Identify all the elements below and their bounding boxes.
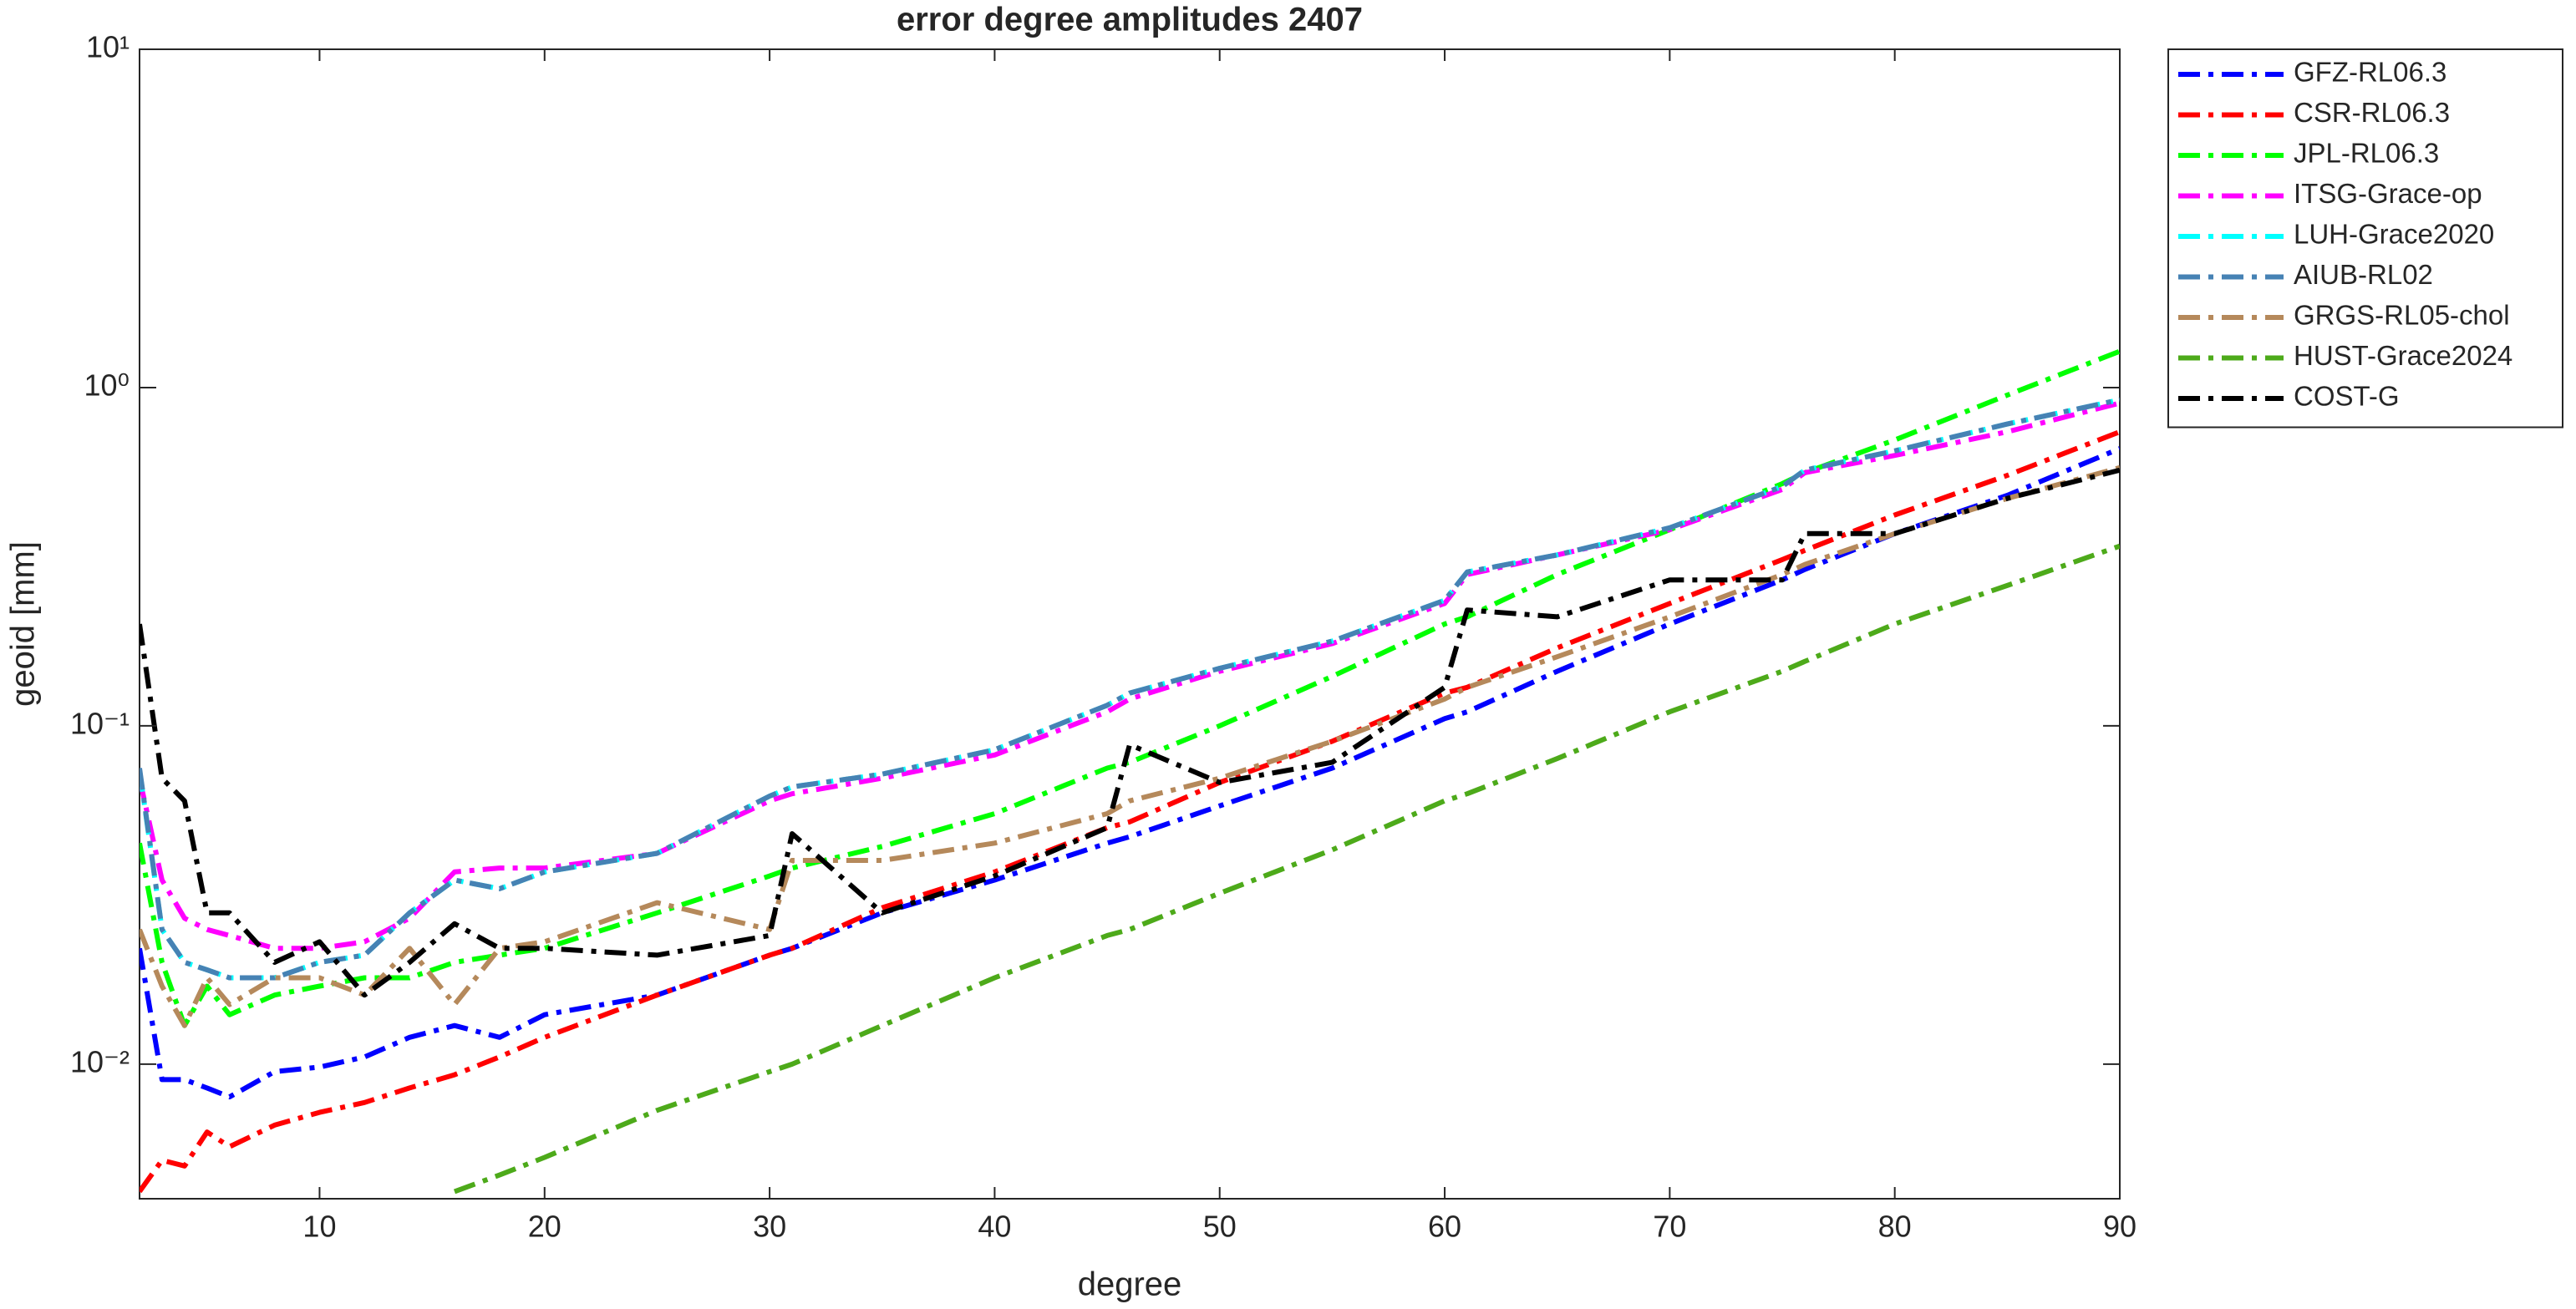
legend-label: AIUB-RL02 [2294,259,2433,290]
y-tick-label: 10⁻¹ [70,706,130,740]
legend-label: GFZ-RL06.3 [2294,57,2446,88]
x-tick-label: 60 [1428,1210,1461,1244]
y-tick-label: 10⁻² [70,1044,130,1078]
chart-title: error degree amplitudes 2407 [897,2,1363,38]
x-tick-label: 30 [753,1210,786,1244]
y-tick-label: 10¹ [86,30,130,64]
x-tick-label: 20 [528,1210,561,1244]
legend-label: JPL-RL06.3 [2294,138,2439,169]
x-tick-label: 70 [1653,1210,1686,1244]
x-tick-label: 80 [1878,1210,1912,1244]
x-tick-label: 40 [978,1210,1011,1244]
legend-label: ITSG-Grace-op [2294,178,2482,209]
lines [140,348,2120,1195]
legend-label: LUH-Grace2020 [2294,219,2494,250]
x-tick-label: 90 [2103,1210,2137,1244]
plot-area [139,48,2121,1200]
series-line [140,400,2120,951]
x-tick-label: 10 [302,1210,336,1244]
series-line [140,348,2120,1028]
x-axis-label: degree [1078,1266,1182,1303]
y-axis-label: geoid [mm] [5,541,42,707]
x-tick-label: 50 [1203,1210,1237,1244]
legend-label: COST-G [2294,381,2400,412]
legend-label: GRGS-RL05-chol [2294,300,2510,331]
series-line [140,446,2120,1100]
y-tick-label: 10⁰ [84,368,130,402]
series-line [453,543,2120,1195]
legend-label: HUST-Grace2024 [2294,340,2512,371]
series-line [140,467,2120,998]
legend-label: CSR-RL06.3 [2294,97,2450,128]
series-line [140,464,2120,1028]
